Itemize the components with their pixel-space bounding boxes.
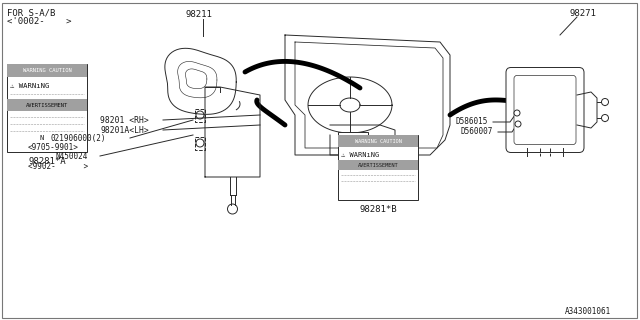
Bar <box>7 64 87 77</box>
Circle shape <box>602 115 609 122</box>
Text: D586015: D586015 <box>455 116 488 125</box>
Bar <box>338 132 368 150</box>
Text: D560007: D560007 <box>460 126 492 135</box>
Text: <9705-9901>: <9705-9901> <box>28 142 79 151</box>
Circle shape <box>36 132 48 144</box>
Circle shape <box>196 139 204 147</box>
Text: N450024: N450024 <box>55 151 88 161</box>
Bar <box>7 64 87 152</box>
Text: AVERTISSEMENT: AVERTISSEMENT <box>358 163 398 167</box>
Text: <9902-      >: <9902- > <box>28 162 88 171</box>
Text: 98211: 98211 <box>185 10 212 19</box>
FancyBboxPatch shape <box>514 76 576 145</box>
Circle shape <box>515 121 521 127</box>
Text: 021906000(2): 021906000(2) <box>50 133 106 142</box>
Circle shape <box>227 204 237 214</box>
Text: ⚠ WARNıNG: ⚠ WARNıNG <box>10 83 49 89</box>
Bar <box>338 135 418 147</box>
FancyBboxPatch shape <box>506 68 584 153</box>
Text: WARNING CAUTION: WARNING CAUTION <box>355 139 401 143</box>
Circle shape <box>514 110 520 116</box>
Circle shape <box>602 99 609 106</box>
Text: AVERTISSEMENT: AVERTISSEMENT <box>26 102 68 108</box>
Text: A343001061: A343001061 <box>565 308 611 316</box>
Text: 98281*B: 98281*B <box>359 204 397 213</box>
Text: 98271: 98271 <box>570 9 597 18</box>
Bar <box>338 160 418 170</box>
Text: 98281*A: 98281*A <box>28 156 66 165</box>
Text: WARNING CAUTION: WARNING CAUTION <box>22 68 72 73</box>
Text: <'0002-    >: <'0002- > <box>7 17 72 26</box>
Text: ⚠ WARNıNG: ⚠ WARNıNG <box>341 152 380 158</box>
Text: 98201A<LH>: 98201A<LH> <box>100 125 148 134</box>
Text: 98201 <RH>: 98201 <RH> <box>100 116 148 124</box>
Bar <box>7 99 87 111</box>
Text: N: N <box>40 135 44 141</box>
Text: FOR S-A/B: FOR S-A/B <box>7 9 56 18</box>
Circle shape <box>196 111 204 119</box>
Bar <box>338 135 418 200</box>
